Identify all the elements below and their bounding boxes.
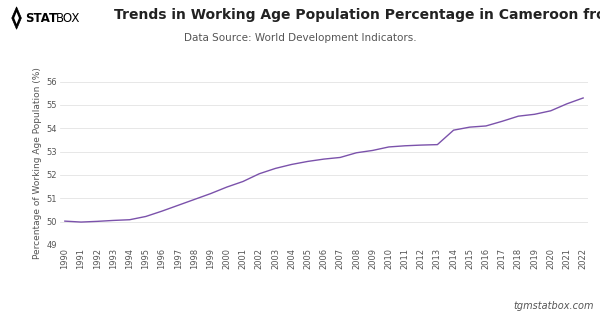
Y-axis label: Percentage of Working Age Population (%): Percentage of Working Age Population (%)	[34, 67, 43, 259]
Text: tgmstatbox.com: tgmstatbox.com	[514, 301, 594, 311]
Text: Data Source: World Development Indicators.: Data Source: World Development Indicator…	[184, 33, 416, 43]
Text: BOX: BOX	[56, 12, 80, 24]
Polygon shape	[14, 12, 19, 24]
Text: STAT: STAT	[25, 12, 58, 24]
Polygon shape	[12, 7, 22, 29]
Text: Trends in Working Age Population Percentage in Cameroon from 1990 to 2022: Trends in Working Age Population Percent…	[114, 8, 600, 22]
